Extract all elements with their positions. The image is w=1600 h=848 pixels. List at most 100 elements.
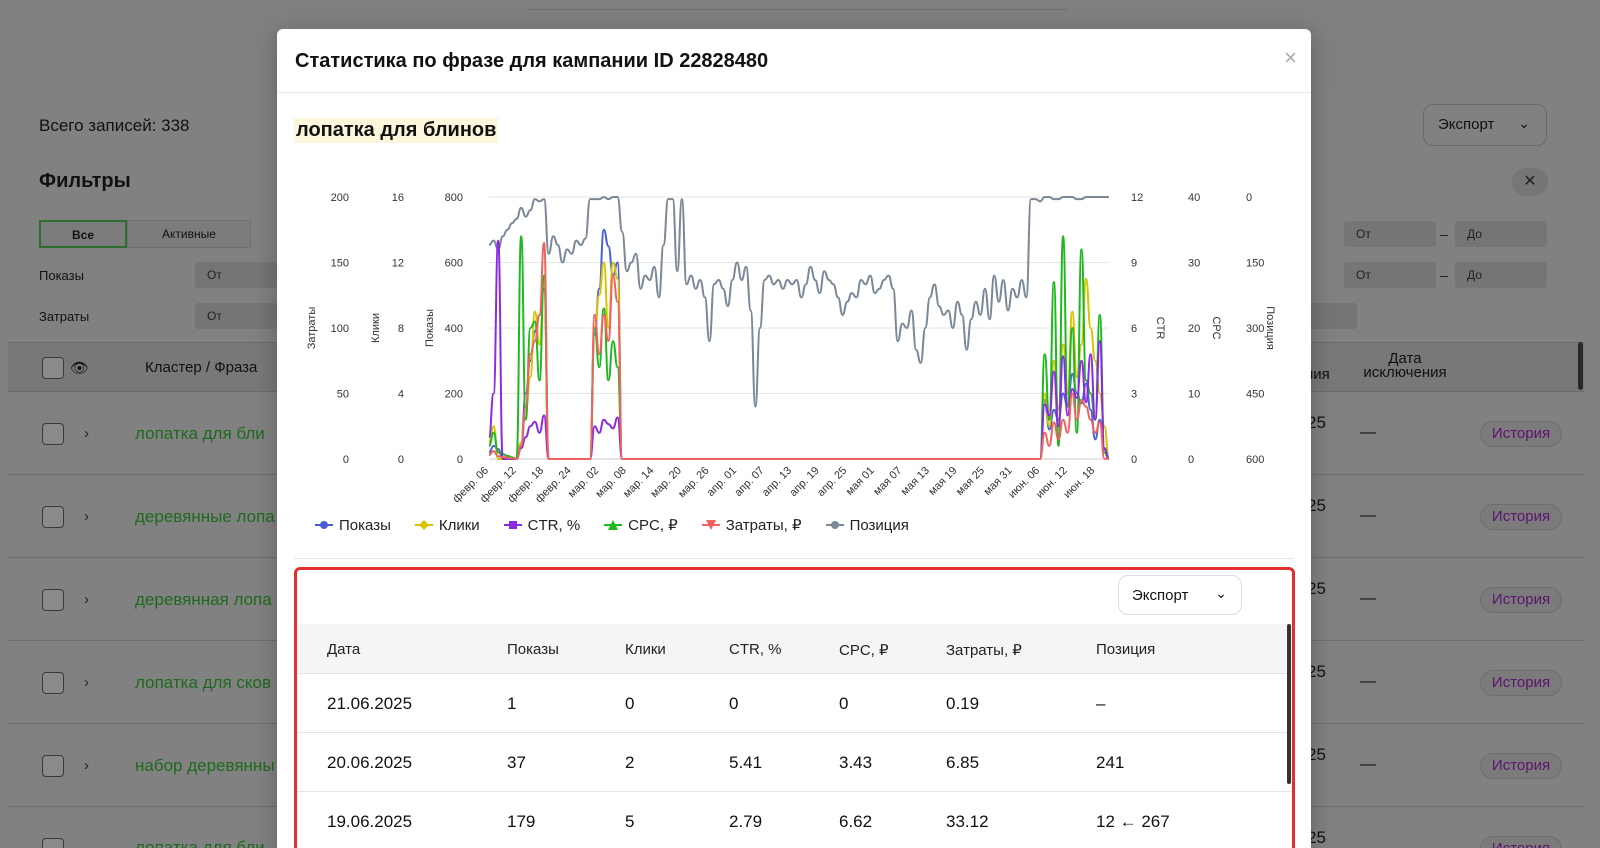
- cell-clicks: 5: [625, 812, 635, 831]
- legend-item[interactable]: Позиция: [825, 516, 909, 534]
- segment-all[interactable]: Все: [39, 220, 127, 248]
- x-tick-label: апр. 07: [732, 465, 766, 499]
- axis-tick-label: 300: [1246, 323, 1264, 335]
- x-tick-label: мая 01: [844, 465, 877, 498]
- row-checkbox[interactable]: [42, 672, 64, 694]
- chevron-right-icon[interactable]: ›: [84, 757, 89, 774]
- row-date: 25: [1307, 579, 1326, 598]
- row-checkbox[interactable]: [42, 423, 64, 445]
- history-button[interactable]: История: [1480, 421, 1562, 447]
- axis-tick-label: 400: [445, 323, 463, 335]
- legend-item[interactable]: CTR, %: [503, 516, 580, 534]
- row-date: 25: [1307, 745, 1326, 764]
- column-ctr[interactable]: CTR, %: [729, 641, 782, 658]
- axis-tick-label: 12: [1131, 192, 1143, 204]
- history-button[interactable]: История: [1480, 504, 1562, 530]
- cell-impressions: 37: [507, 753, 526, 772]
- filters-close-icon[interactable]: ✕: [1512, 168, 1548, 196]
- filter-to-input-2[interactable]: До: [1455, 262, 1547, 288]
- row-checkbox[interactable]: [42, 838, 64, 848]
- chevron-right-icon[interactable]: ›: [84, 425, 89, 442]
- series-line: [488, 228, 1110, 460]
- axis-tick-label: 200: [331, 192, 349, 204]
- modal-scrollbar[interactable]: [1287, 624, 1291, 784]
- column-exclusion-date[interactable]: Дата исключения: [1363, 350, 1447, 381]
- series-line: [488, 235, 1110, 461]
- column-impressions[interactable]: Показы: [507, 641, 559, 658]
- cell-cpc: 3.43: [839, 753, 873, 772]
- row-phrase[interactable]: лопатка для сков: [135, 673, 272, 692]
- history-button[interactable]: История: [1480, 587, 1562, 613]
- background-scrollbar[interactable]: [1578, 342, 1583, 390]
- filter-to-input-1[interactable]: До: [1455, 221, 1547, 247]
- legend-item[interactable]: Показы: [315, 516, 391, 534]
- table-row: 19.06.2025 179 5 2.79 6.62 33.12 12 ← 26…: [297, 792, 1292, 848]
- row-phrase[interactable]: набор деревянны: [135, 756, 275, 775]
- history-button[interactable]: История: [1480, 836, 1562, 848]
- impressions-from-input[interactable]: От: [195, 262, 277, 288]
- x-tick-label: апр. 01: [705, 465, 739, 499]
- column-date[interactable]: Дата: [327, 641, 361, 658]
- axis-tick-label: 200: [445, 389, 463, 401]
- legend-item[interactable]: Затраты, ₽: [701, 516, 802, 534]
- chevron-right-icon[interactable]: ›: [84, 591, 89, 608]
- history-button[interactable]: История: [1480, 753, 1562, 779]
- row-checkbox[interactable]: [42, 506, 64, 528]
- filter-input-3[interactable]: [1311, 303, 1357, 329]
- x-tick-label: апр. 25: [815, 465, 849, 499]
- background-export-button[interactable]: Экспорт ⌄: [1423, 104, 1547, 146]
- segment-active[interactable]: Активные: [127, 220, 251, 248]
- filter-from-input-1[interactable]: От: [1344, 221, 1436, 247]
- axis-tick-label: 12: [392, 258, 404, 270]
- row-phrase[interactable]: лопатка для бли: [135, 838, 265, 848]
- axis-tick-label: 3: [1131, 389, 1137, 401]
- cell-date: 19.06.2025: [327, 812, 413, 831]
- legend-item[interactable]: Клики: [414, 516, 480, 534]
- divider: [294, 558, 1294, 559]
- series-line: [488, 239, 1110, 460]
- row-phrase[interactable]: деревянные лопа: [135, 507, 275, 526]
- column-costs[interactable]: Затраты, ₽: [946, 642, 1022, 659]
- axis-title: Показы: [424, 309, 436, 347]
- column-cluster-phrase[interactable]: Кластер / Фраза: [145, 359, 258, 376]
- table-export-button[interactable]: Экспорт ⌄: [1118, 575, 1242, 615]
- eye-icon[interactable]: 👁: [70, 360, 90, 377]
- cell-clicks: 0: [625, 694, 635, 713]
- row-phrase[interactable]: деревянная лопа: [135, 590, 272, 609]
- row-checkbox[interactable]: [42, 755, 64, 777]
- axis-tick-label: 600: [1246, 454, 1264, 466]
- row-date: 25: [1307, 413, 1326, 432]
- history-button[interactable]: История: [1480, 670, 1562, 696]
- range-dash: –: [1440, 267, 1448, 283]
- filter-from-input-2[interactable]: От: [1344, 262, 1436, 288]
- chevron-right-icon[interactable]: ›: [84, 508, 89, 525]
- axis-tick-label: 9: [1131, 258, 1137, 270]
- row-exclusion-date: —: [1360, 590, 1376, 607]
- legend-label: Затраты, ₽: [725, 517, 802, 534]
- series-line: [488, 195, 1109, 408]
- column-clicks[interactable]: Клики: [625, 641, 666, 658]
- axis-tick-label: 0: [398, 454, 404, 466]
- row-checkbox[interactable]: [42, 589, 64, 611]
- chart-legend: Показы Клики CTR, % CPC, ₽ Затраты, ₽ Позиция: [315, 516, 909, 534]
- chevron-down-icon: ⌄: [1518, 115, 1530, 131]
- select-all-checkbox[interactable]: [42, 357, 64, 379]
- x-tick-label: мая 07: [871, 465, 904, 498]
- axis-tick-label: 0: [343, 454, 349, 466]
- row-exclusion-date: —: [1360, 673, 1376, 690]
- legend-label: Позиция: [849, 516, 909, 534]
- legend-item[interactable]: CPC, ₽: [604, 516, 678, 534]
- column-position[interactable]: Позиция: [1096, 641, 1156, 658]
- close-icon[interactable]: ×: [1284, 45, 1297, 70]
- costs-from-input[interactable]: От: [195, 303, 277, 329]
- legend-label: Клики: [438, 516, 480, 534]
- diamond-marker-icon: [414, 520, 433, 530]
- series-line: [488, 241, 1110, 461]
- axis-tick-label: 0: [1131, 454, 1137, 466]
- axis-title: Клики: [370, 313, 382, 343]
- column-cpc[interactable]: CPC, ₽: [839, 642, 889, 659]
- chevron-right-icon[interactable]: ›: [84, 674, 89, 691]
- export-label: Экспорт: [1132, 587, 1189, 604]
- row-phrase[interactable]: лопатка для бли: [135, 424, 265, 443]
- filter-label-impressions: Показы: [39, 268, 84, 283]
